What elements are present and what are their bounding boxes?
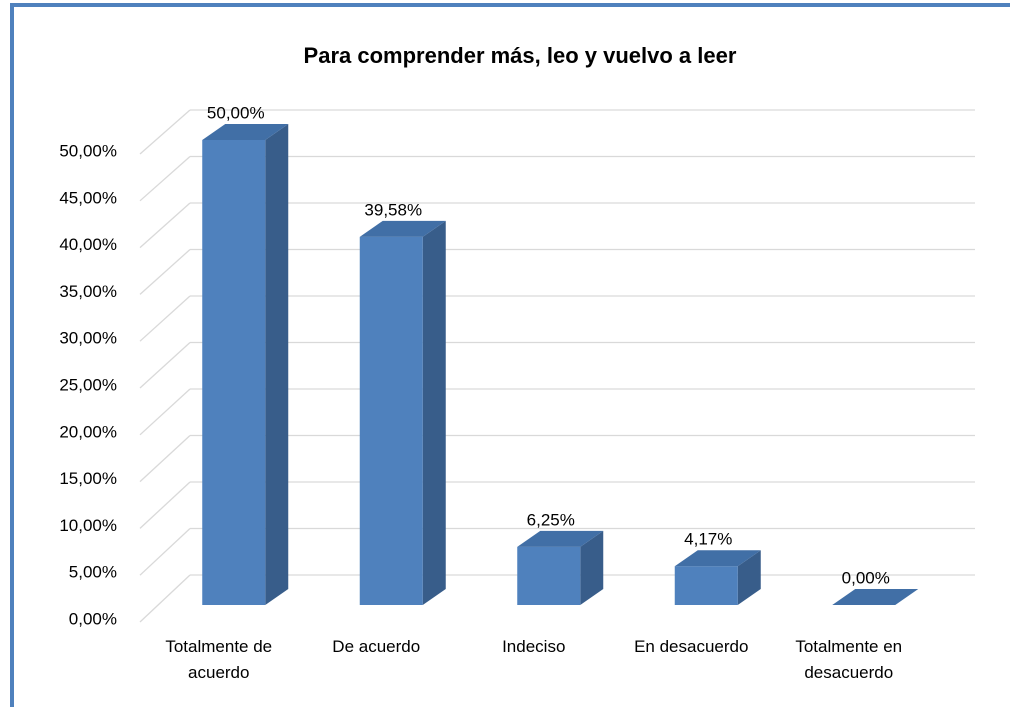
data-label: 39,58% <box>364 200 422 219</box>
x-tick-label: De acuerdo <box>332 637 421 656</box>
chart-title: Para comprender más, leo y vuelvo a leer <box>304 43 737 68</box>
grid-diagonal <box>139 109 191 155</box>
x-tick-label: Indeciso <box>502 637 566 656</box>
bar <box>202 140 266 605</box>
grid-diagonal <box>139 202 191 249</box>
grid-diagonal <box>139 156 191 202</box>
bar-top <box>359 220 446 237</box>
y-tick-label: 40,00% <box>59 235 117 254</box>
y-tick-label: 15,00% <box>59 469 117 488</box>
y-tick-label: 50,00% <box>59 141 117 160</box>
y-tick-label: 25,00% <box>59 375 117 394</box>
y-tick-label: 30,00% <box>59 329 117 348</box>
grid-diagonal <box>139 342 191 389</box>
x-tick-label: En desacuerdo <box>634 637 749 656</box>
data-label: 4,17% <box>684 530 732 549</box>
bar-side <box>580 530 604 605</box>
frame-left <box>10 3 14 707</box>
bar-top <box>517 530 604 547</box>
grid-diagonal <box>139 388 191 436</box>
grid-diagonal <box>139 295 191 342</box>
y-tick-label: 45,00% <box>59 188 117 207</box>
y-tick-label: 5,00% <box>69 563 117 582</box>
frame-top <box>10 3 1010 7</box>
x-tick-label: Totalmente en desacuerdo <box>795 637 903 682</box>
y-tick-label: 35,00% <box>59 282 117 301</box>
grid-diagonal <box>139 249 191 295</box>
bar-top <box>202 124 289 140</box>
bar-top <box>832 589 919 605</box>
grid-diagonal <box>139 435 191 483</box>
bar-top <box>674 550 761 567</box>
grid-diagonal <box>139 574 191 623</box>
grid-diagonal <box>139 528 191 576</box>
bar <box>359 236 423 605</box>
bar <box>674 566 738 605</box>
y-tick-label: 20,00% <box>59 422 117 441</box>
data-label: 50,00% <box>207 103 265 122</box>
y-tick-label: 10,00% <box>59 516 117 535</box>
bar-side <box>265 124 289 605</box>
data-label: 0,00% <box>842 568 890 587</box>
x-tick-label: Totalmente de acuerdo <box>165 637 273 682</box>
bar-side <box>422 220 446 605</box>
data-label: 6,25% <box>527 510 575 529</box>
bar-side <box>737 550 761 605</box>
grid-diagonal <box>139 481 191 529</box>
y-tick-label: 0,00% <box>69 609 117 628</box>
bar <box>517 546 581 605</box>
